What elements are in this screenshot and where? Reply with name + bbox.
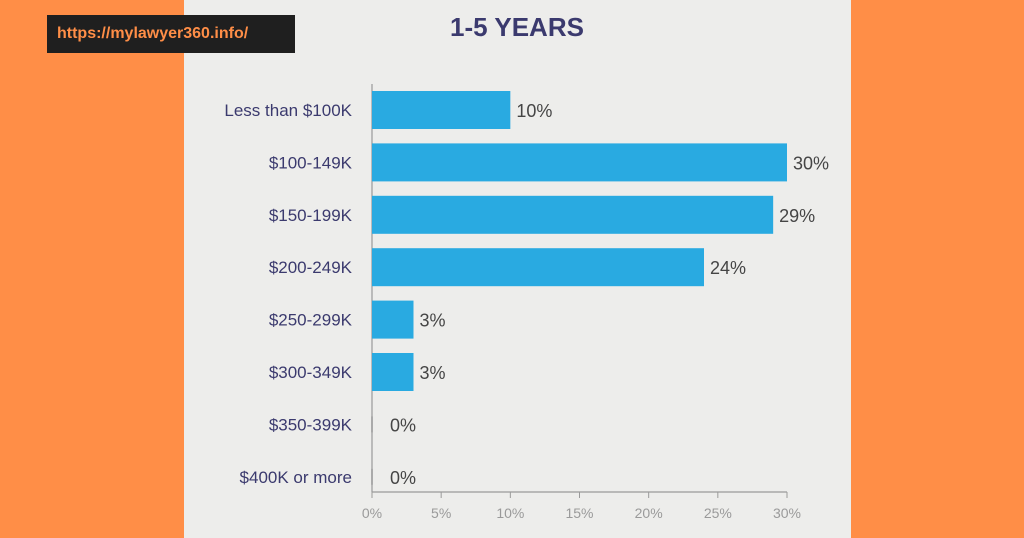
x-tick-label: 5%: [431, 505, 451, 521]
chart-title: 1-5 YEARS: [450, 12, 584, 42]
x-tick-label: 25%: [704, 505, 732, 521]
category-label: $250-299K: [269, 311, 353, 330]
bar: [372, 195, 774, 234]
category-labels: Less than $100K $100-149K $150-199K $200-24…: [224, 101, 352, 487]
value-label: 29%: [779, 206, 815, 226]
category-label: $200-249K: [269, 258, 353, 277]
category-label: $400K or more: [240, 468, 352, 487]
bar: [372, 143, 787, 182]
value-label: 30%: [793, 153, 829, 173]
category-label: $100-149K: [269, 153, 353, 172]
category-label: Less than $100K: [224, 101, 352, 120]
x-axis-ticks: 0% 5% 10% 15% 20% 25% 30%: [362, 492, 801, 521]
value-label: 10%: [516, 101, 552, 121]
bar: [372, 353, 414, 391]
value-label: 24%: [710, 258, 746, 278]
category-label: $300-349K: [269, 363, 353, 382]
x-tick-label: 30%: [773, 505, 801, 521]
bars-group: [371, 91, 787, 485]
bar: [372, 91, 511, 129]
bar: [372, 248, 704, 287]
bar: [372, 300, 414, 339]
category-label: $150-199K: [269, 206, 353, 225]
value-label: 3%: [420, 311, 446, 331]
x-tick-label: 20%: [635, 505, 663, 521]
value-label: 0%: [390, 468, 416, 488]
category-label: $350-399K: [269, 415, 353, 434]
x-tick-label: 0%: [362, 505, 382, 521]
value-label: 0%: [390, 415, 416, 435]
value-labels: 10% 30% 29% 24% 3% 3% 0% 0%: [390, 101, 829, 488]
x-tick-label: 15%: [565, 505, 593, 521]
site-url-badge[interactable]: https://mylawyer360.info/: [47, 15, 295, 53]
x-tick-label: 10%: [496, 505, 524, 521]
value-label: 3%: [420, 363, 446, 383]
